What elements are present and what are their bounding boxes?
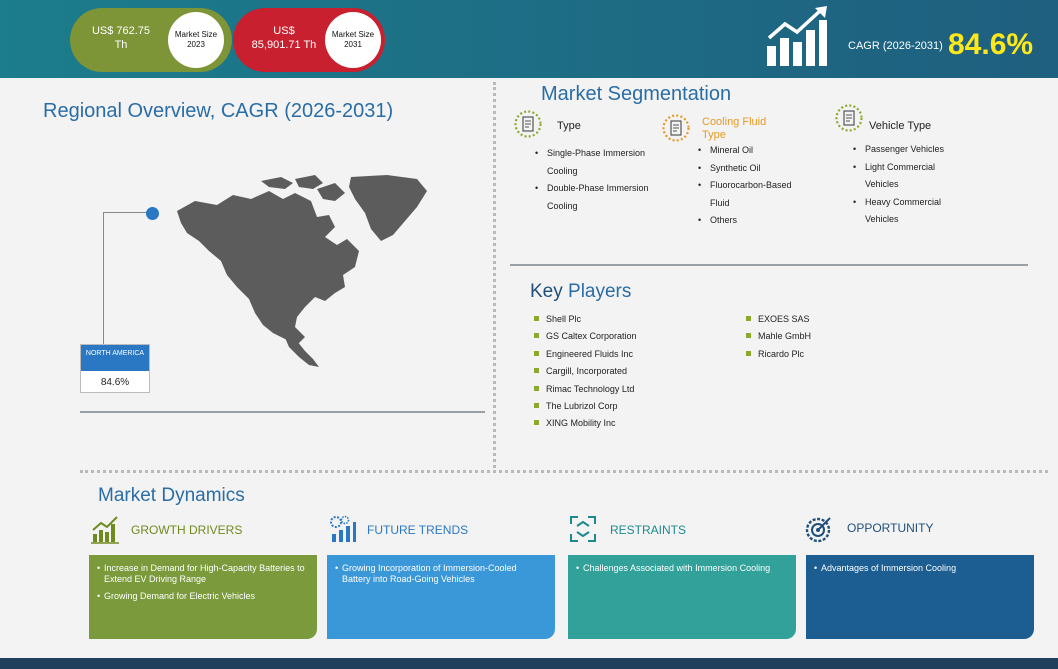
market-size-2023-value: US$ 762.75 Th — [91, 25, 151, 51]
list-item: Mineral Oil — [698, 142, 798, 160]
list-item: Advantages of Immersion Cooling — [814, 563, 1026, 574]
type-doc-icon — [514, 110, 542, 138]
vehicle-doc-icon — [835, 104, 863, 132]
region-callout: NORTH AMERICA 84.6% — [80, 344, 150, 393]
market-size-2031-value: US$ 85,901.71 Th — [251, 25, 317, 51]
cagr-label: CAGR (2026-2031) — [848, 40, 943, 52]
list-item: Fluorocarbon-Based Fluid — [698, 177, 798, 212]
list-item: Growing Demand for Electric Vehicles — [97, 591, 309, 602]
list-item: Others — [698, 212, 798, 230]
dynamics-title: Market Dynamics — [98, 485, 245, 506]
target-gear-icon — [805, 517, 831, 543]
market-size-2031-pill: US$ 85,901.71 Th Market Size 2031 — [233, 8, 385, 72]
key-players-title-part2: Players — [562, 281, 632, 302]
north-america-map — [177, 175, 427, 367]
dynamics-head-growth-drivers: GROWTH DRIVERS — [131, 523, 243, 537]
list-item: XING Mobility Inc — [532, 417, 702, 434]
list-item: EXOES SAS — [744, 313, 894, 330]
list-item: Shell Plc — [532, 313, 702, 330]
market-size-2023-pill: US$ 762.75 Th Market Size 2023 — [70, 8, 232, 72]
trend-gears-icon — [330, 515, 356, 542]
list-item: Heavy Commercial Vehicles — [853, 194, 963, 229]
key-players-column-1: Shell Plc GS Caltex Corporation Engineer… — [532, 313, 702, 435]
horizontal-divider — [80, 470, 1048, 473]
bar-growth-icon — [91, 516, 119, 544]
list-item: The Lubrizol Corp — [532, 400, 702, 417]
cagr-value: 84.6% — [948, 28, 1034, 61]
opportunity-card: Advantages of Immersion Cooling — [806, 555, 1034, 639]
list-item: Light Commercial Vehicles — [853, 159, 963, 194]
future-trends-card: Growing Incorporation of Immersion-Coole… — [327, 555, 555, 639]
segment-list-type: Single-Phase Immersion Cooling Double-Ph… — [535, 145, 655, 215]
regional-underline — [80, 411, 485, 413]
growth-drivers-card: Increase in Demand for High-Capacity Bat… — [89, 555, 317, 639]
list-item: Growing Incorporation of Immersion-Coole… — [335, 563, 547, 584]
regional-title: Regional Overview, CAGR (2026-2031) — [43, 100, 394, 122]
list-item: Cargill, Incorporated — [532, 365, 702, 382]
vertical-divider — [493, 82, 496, 468]
segment-head-type: Type — [557, 120, 581, 132]
growth-chart-icon — [767, 6, 827, 66]
segmentation-title: Market Segmentation — [541, 83, 732, 105]
market-size-2031-label: Market Size 2031 — [325, 12, 381, 68]
region-value: 84.6% — [100, 377, 130, 388]
list-item: Synthetic Oil — [698, 160, 798, 178]
header-banner: US$ 762.75 Th Market Size 2023 US$ 85,90… — [0, 0, 1058, 78]
segment-head-vehicle: Vehicle Type — [869, 120, 932, 132]
segmentation-underline — [510, 264, 1028, 266]
list-item: Challenges Associated with Immersion Coo… — [576, 563, 788, 574]
footer-bar — [0, 658, 1058, 669]
list-item: Double-Phase Immersion Cooling — [535, 180, 655, 215]
fluid-doc-icon — [662, 114, 690, 142]
list-item: Single-Phase Immersion Cooling — [535, 145, 655, 180]
region-marker-dot — [146, 207, 159, 220]
list-item: Increase in Demand for High-Capacity Bat… — [97, 563, 309, 584]
dynamics-head-restraints: RESTRAINTS — [610, 523, 687, 537]
restraint-arrows-icon — [570, 516, 596, 542]
key-players-title: Key Players — [530, 281, 631, 303]
list-item: Engineered Fluids Inc — [532, 348, 702, 365]
restraints-card: Challenges Associated with Immersion Coo… — [568, 555, 796, 639]
segment-head-cooling-fluid: Cooling Fluid Type — [702, 116, 767, 141]
region-name: NORTH AMERICA — [81, 345, 149, 371]
list-item: Rimac Technology Ltd — [532, 383, 702, 400]
segment-list-cooling-fluid: Mineral Oil Synthetic Oil Fluorocarbon-B… — [698, 142, 798, 230]
key-players-title-part1: Key — [530, 281, 563, 302]
list-item: GS Caltex Corporation — [532, 330, 702, 347]
segment-list-vehicle: Passenger Vehicles Light Commercial Vehi… — [853, 141, 963, 229]
list-item: Mahle GmbH — [744, 330, 894, 347]
list-item: Ricardo Plc — [744, 348, 894, 365]
key-players-column-2: EXOES SAS Mahle GmbH Ricardo Plc — [744, 313, 894, 365]
region-connector-line — [103, 212, 147, 345]
dynamics-head-future-trends: FUTURE TRENDS — [367, 523, 469, 537]
list-item: Passenger Vehicles — [853, 141, 963, 159]
dynamics-head-opportunity: OPPORTUNITY — [847, 521, 934, 535]
market-size-2023-label: Market Size 2023 — [168, 12, 224, 68]
